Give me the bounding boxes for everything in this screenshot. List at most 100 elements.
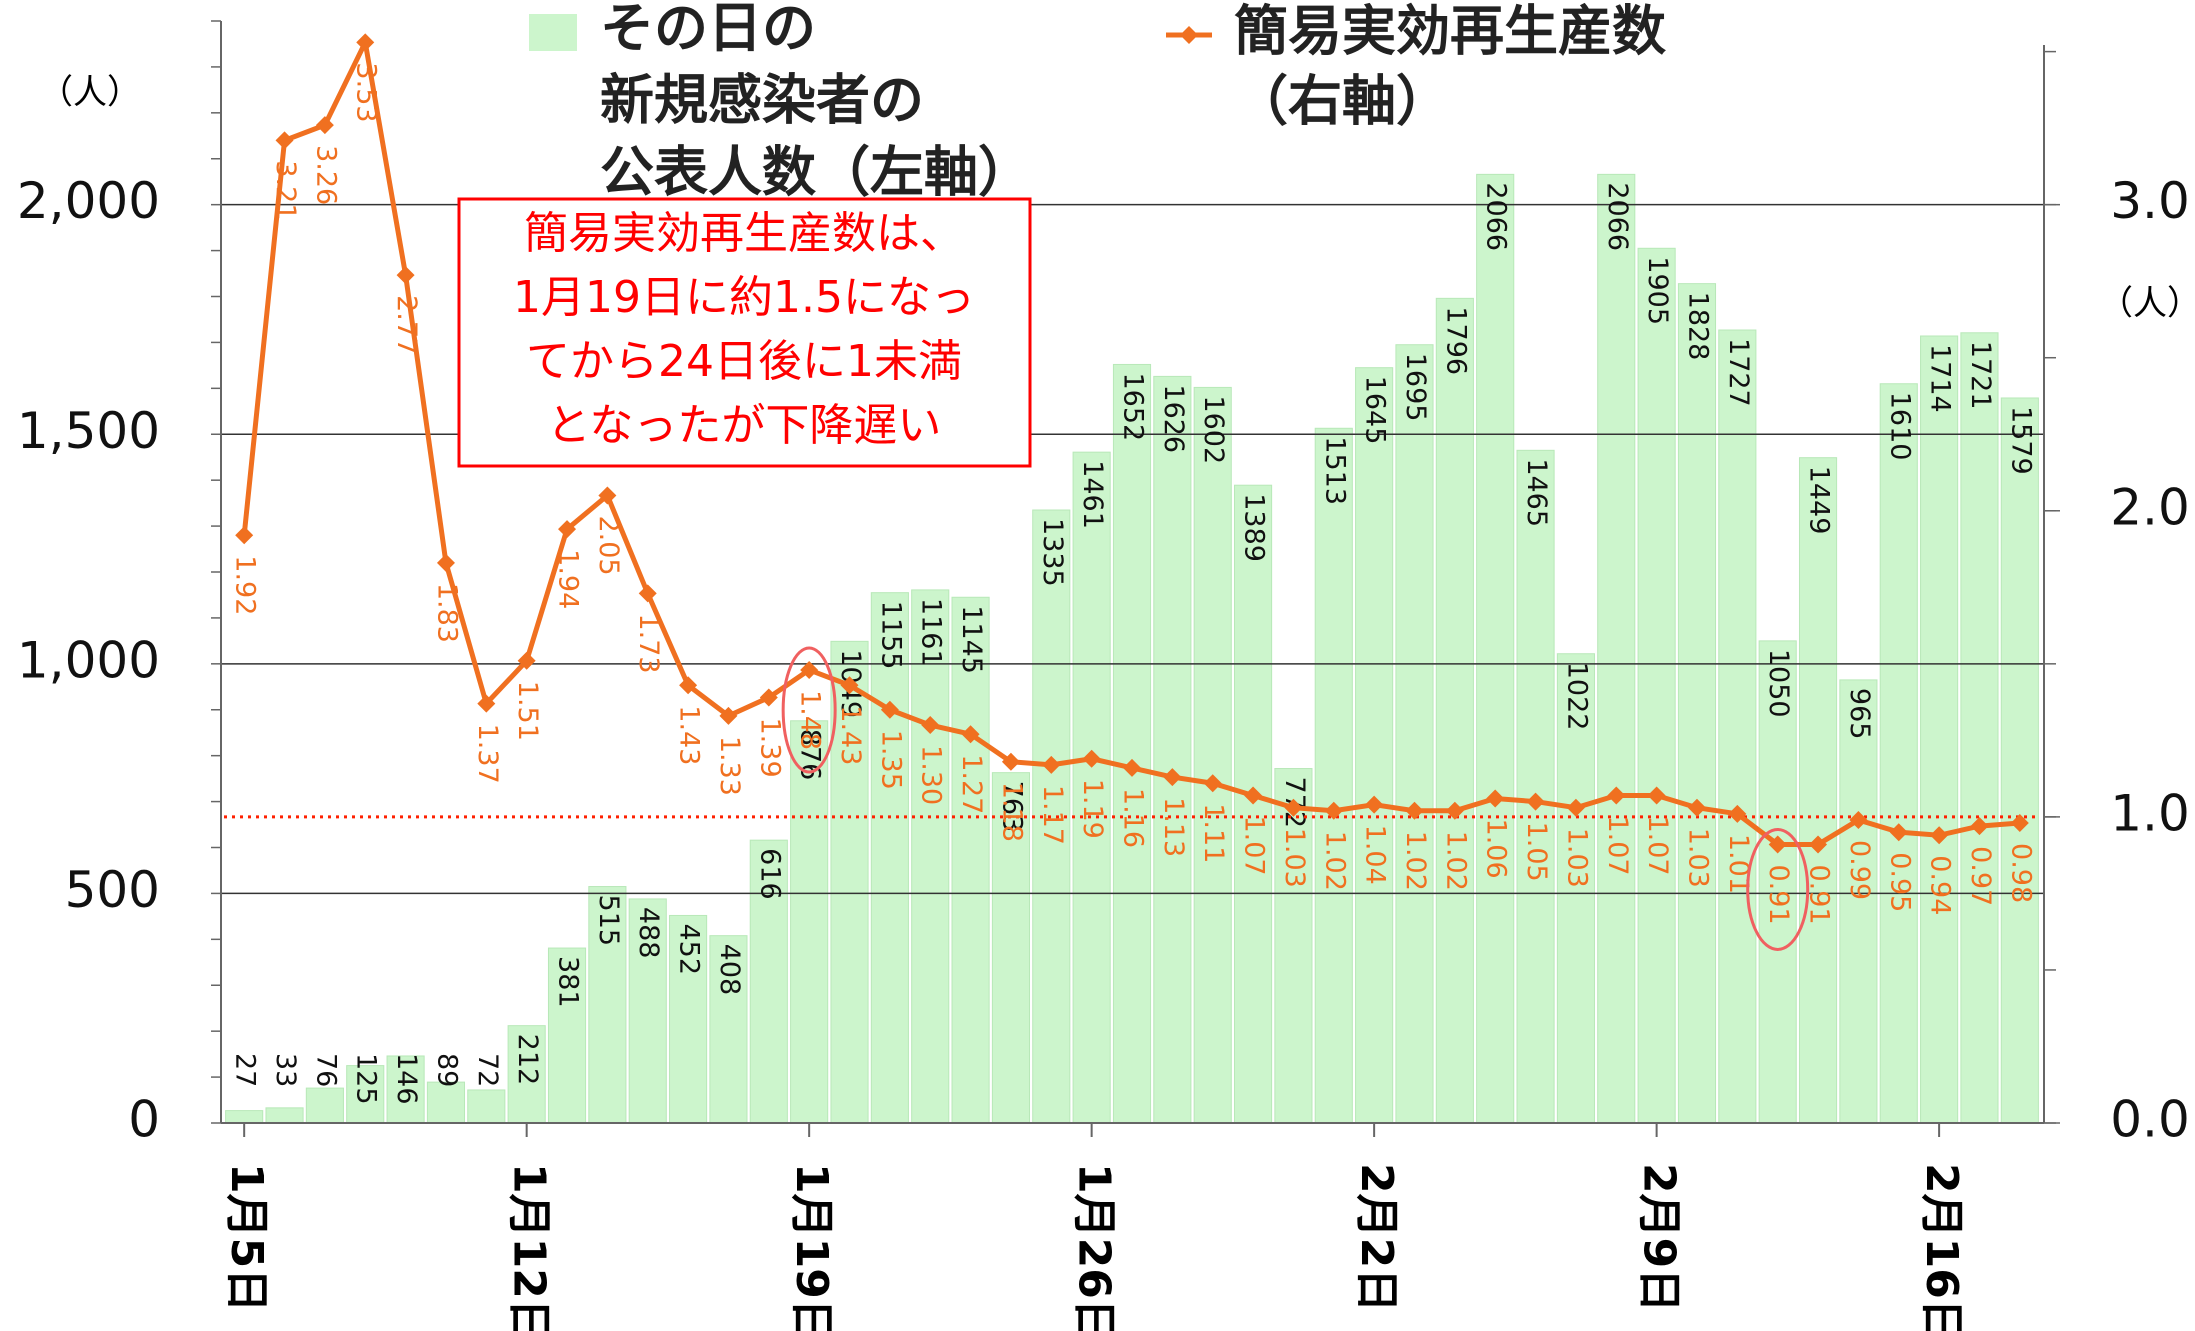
bar: [225, 1110, 264, 1124]
legend-swatch: [529, 14, 577, 51]
highlight: [1746, 827, 1810, 951]
x-tick-label: 1月19日: [786, 1163, 837, 1331]
line-marker: [1809, 835, 1828, 854]
line-marker: [1687, 798, 1706, 817]
y2-tick-label: 2.0: [2110, 478, 2190, 536]
legend-label: 新規感染者の: [600, 69, 924, 132]
bar: [265, 1107, 304, 1124]
y2-tick-label: 3.0: [2110, 172, 2190, 230]
line-marker: [2010, 814, 2029, 833]
line-marker: [719, 706, 738, 725]
line-value-label: 3.53: [351, 62, 382, 122]
bar: [1556, 653, 1595, 1124]
line-marker: [1486, 789, 1505, 808]
line-marker: [759, 688, 778, 707]
line-marker: [921, 716, 940, 735]
bar: [426, 1081, 466, 1124]
bar: [1758, 640, 1797, 1124]
line-marker: [1405, 801, 1424, 820]
bar: [2000, 397, 2039, 1124]
annotation-text: 簡易実効再生産数は、: [524, 208, 964, 259]
bar-value-label: 1579: [2005, 406, 2036, 475]
bar-value-label: 33: [270, 1053, 301, 1087]
line-value-label: 0.95: [1884, 852, 1915, 912]
bar-value-label: 1461: [1077, 460, 1108, 529]
y2-tick-label: 1.0: [2110, 784, 2190, 842]
bar-value-label: 1449: [1804, 466, 1835, 535]
line-marker: [598, 486, 617, 505]
bar: [1395, 344, 1434, 1124]
line-value-label: 0.99: [1844, 840, 1875, 900]
bar: [709, 935, 748, 1124]
bar-value-label: 1828: [1682, 292, 1713, 361]
bar: [669, 914, 708, 1124]
line-value-label: 0.97: [1965, 846, 1996, 906]
line-marker: [961, 725, 980, 744]
bar-value-label: 1905: [1642, 256, 1673, 325]
x-tick-label: 2月9日: [1634, 1163, 1685, 1312]
bar: [1798, 457, 1838, 1124]
bar: [305, 1087, 344, 1124]
bar-value-label: 1161: [916, 598, 947, 667]
line-marker: [1203, 774, 1222, 793]
line-value-label: 3.26: [310, 145, 341, 205]
line-marker: [638, 584, 657, 603]
bar: [1314, 427, 1353, 1124]
bar: [1920, 335, 1959, 1124]
line-value-label: 1.30: [916, 745, 947, 805]
bar-value-label: 488: [633, 907, 664, 959]
bar: [870, 592, 909, 1124]
line-marker: [1163, 768, 1182, 787]
line-marker: [1647, 786, 1666, 805]
y-tick-label: 1,000: [17, 631, 160, 689]
legend-label: その日の: [600, 0, 816, 60]
line-value-label: 1.37: [472, 724, 503, 784]
legend-label: 公表人数（左軸）: [600, 141, 1032, 204]
bar-value-label: 452: [674, 923, 705, 975]
bar: [1072, 451, 1111, 1124]
bar: [1355, 367, 1394, 1124]
line-value-label: 1.11: [1198, 803, 1229, 863]
bar-value-label: 1602: [1198, 395, 1229, 464]
bar-value-label: 1714: [1925, 344, 1956, 413]
line-value-label: 1.16: [1118, 788, 1149, 848]
line-marker: [840, 676, 859, 695]
bar: [1274, 768, 1313, 1124]
line-value-label: 1.17: [1037, 785, 1068, 845]
line-marker: [477, 694, 496, 713]
line-value-label: 1.43: [674, 705, 705, 765]
x-tick-label: 1月5日: [221, 1163, 272, 1312]
bar-value-label: 1050: [1763, 649, 1794, 718]
line-value-label: 1.73: [633, 613, 664, 673]
bar: [1597, 173, 1636, 1124]
line-marker: [1728, 804, 1747, 823]
line-marker: [1526, 792, 1545, 811]
bar: [1112, 363, 1152, 1124]
line-marker: [356, 33, 375, 52]
bar-value-label: 27: [230, 1053, 261, 1087]
bar-value-label: 408: [714, 944, 745, 996]
line-value-label: 1.13: [1158, 797, 1189, 857]
bar-value-label: 1727: [1723, 338, 1754, 407]
bar-value-label: 212: [512, 1034, 543, 1086]
line-value-label: 1.43: [835, 705, 866, 765]
line-marker: [1001, 752, 1020, 771]
y-tick-label: 500: [65, 861, 160, 919]
line-marker: [315, 116, 334, 135]
y-unit: （人）: [39, 73, 141, 113]
line-value-label: 1.35: [875, 730, 906, 790]
line-value-label: 1.02: [1319, 831, 1350, 891]
line-marker: [436, 553, 455, 572]
bar-value-label: 1652: [1118, 372, 1149, 441]
bar-value-label: 72: [472, 1053, 503, 1087]
bar: [1718, 329, 1757, 1124]
line-marker: [1445, 801, 1464, 820]
bar-value-label: 89: [431, 1053, 462, 1087]
bar-value-label: 515: [593, 895, 624, 947]
bar-value-label: 1610: [1884, 392, 1915, 461]
line-marker: [1930, 826, 1949, 845]
bar-value-label: 1645: [1360, 376, 1391, 445]
line-value-label: 1.83: [431, 583, 462, 643]
bar: [1435, 297, 1474, 1124]
line-marker: [235, 526, 254, 545]
